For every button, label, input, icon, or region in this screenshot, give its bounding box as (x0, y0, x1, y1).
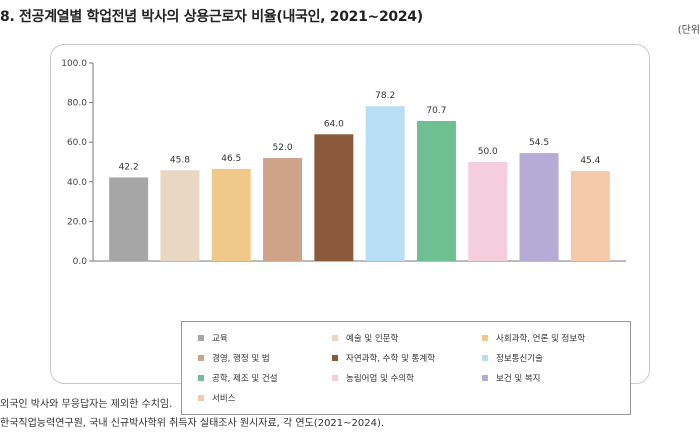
data-label: 64.0 (324, 119, 344, 129)
legend-label: 예술 및 인문학 (346, 334, 399, 344)
data-label: 50.0 (478, 147, 498, 157)
source-note: 한국직업능력연구원, 국내 신규박사학위 취득자 실태조사 원시자료, 각 연도… (0, 418, 385, 429)
data-label: 46.5 (221, 154, 241, 164)
y-tick-label: 80.0 (67, 99, 87, 109)
legend-label: 경영, 행정 및 법 (212, 354, 270, 364)
legend-item: 경영, 행정 및 법 (198, 352, 270, 364)
bar (211, 168, 251, 261)
legend-item: 사회과학, 언론 및 정보학 (482, 332, 585, 344)
legend-item: 정보통신기술 (482, 352, 543, 364)
bar (160, 170, 200, 261)
legend-item: 교육 (198, 332, 228, 344)
data-label: 54.5 (529, 138, 549, 148)
chart-container: 0.0 20.0 40.0 60.0 80.0 100.0 42.2 45.8 46.5 52.0… (50, 44, 650, 415)
y-tick-label: 0.0 (73, 257, 88, 267)
y-tick-label: 20.0 (67, 217, 87, 227)
bar (263, 158, 303, 261)
legend-swatch (198, 355, 204, 361)
legend-label: 공학, 제조 및 건설 (212, 374, 278, 384)
legend-label: 서비스 (212, 394, 236, 404)
bar (570, 171, 610, 261)
legend-swatch (332, 355, 338, 361)
legend-item: 예술 및 인문학 (332, 332, 398, 344)
data-label: 52.0 (273, 143, 293, 153)
data-label: 45.4 (580, 156, 600, 166)
legend-item: 농림어업 및 수의학 (332, 372, 414, 384)
footnote: 외국인 박사와 무응답자는 제외한 수치임. (0, 399, 173, 410)
legend-swatch (332, 375, 338, 381)
y-tick-label: 100.0 (61, 59, 87, 69)
legend-label: 농림어업 및 수의학 (346, 374, 414, 384)
legend-item: 보건 및 복지 (482, 372, 541, 384)
legend-swatch (332, 335, 338, 341)
chart-title: 8. 전공계열별 학업전념 박사의 상용근로자 비율(내국인, 2021~202… (0, 9, 423, 25)
legend-label: 정보통신기술 (496, 354, 543, 364)
bar (416, 121, 456, 261)
legend-item: 자연과학, 수학 및 통계학 (332, 352, 435, 364)
bar (365, 106, 405, 261)
legend-label: 교육 (212, 334, 228, 344)
legend-swatch (482, 335, 488, 341)
legend-item: 공학, 제조 및 건설 (198, 372, 278, 384)
bar (468, 162, 508, 261)
legend-label: 보건 및 복지 (496, 374, 541, 384)
data-label: 78.2 (375, 91, 395, 101)
data-label: 45.8 (170, 155, 190, 165)
legend-label: 사회과학, 언론 및 정보학 (496, 334, 586, 344)
data-label: 42.2 (119, 162, 139, 172)
y-tick-label: 40.0 (67, 178, 87, 188)
legend-swatch (198, 375, 204, 381)
legend-swatch (482, 375, 488, 381)
data-label: 70.7 (426, 106, 446, 116)
bar (109, 177, 149, 261)
legend-swatch (482, 355, 488, 361)
bar (519, 153, 559, 261)
legend-swatch (198, 335, 204, 341)
legend-swatch (198, 395, 204, 401)
legend-label: 자연과학, 수학 및 통계학 (346, 354, 436, 364)
bar-chart: 0.0 20.0 40.0 60.0 80.0 100.0 42.2 45.8 46.5 52.0… (61, 59, 626, 267)
legend-item: 서비스 (198, 392, 235, 404)
unit-label: (단위 (677, 25, 700, 36)
y-tick-label: 60.0 (67, 138, 87, 148)
bar (314, 134, 354, 261)
